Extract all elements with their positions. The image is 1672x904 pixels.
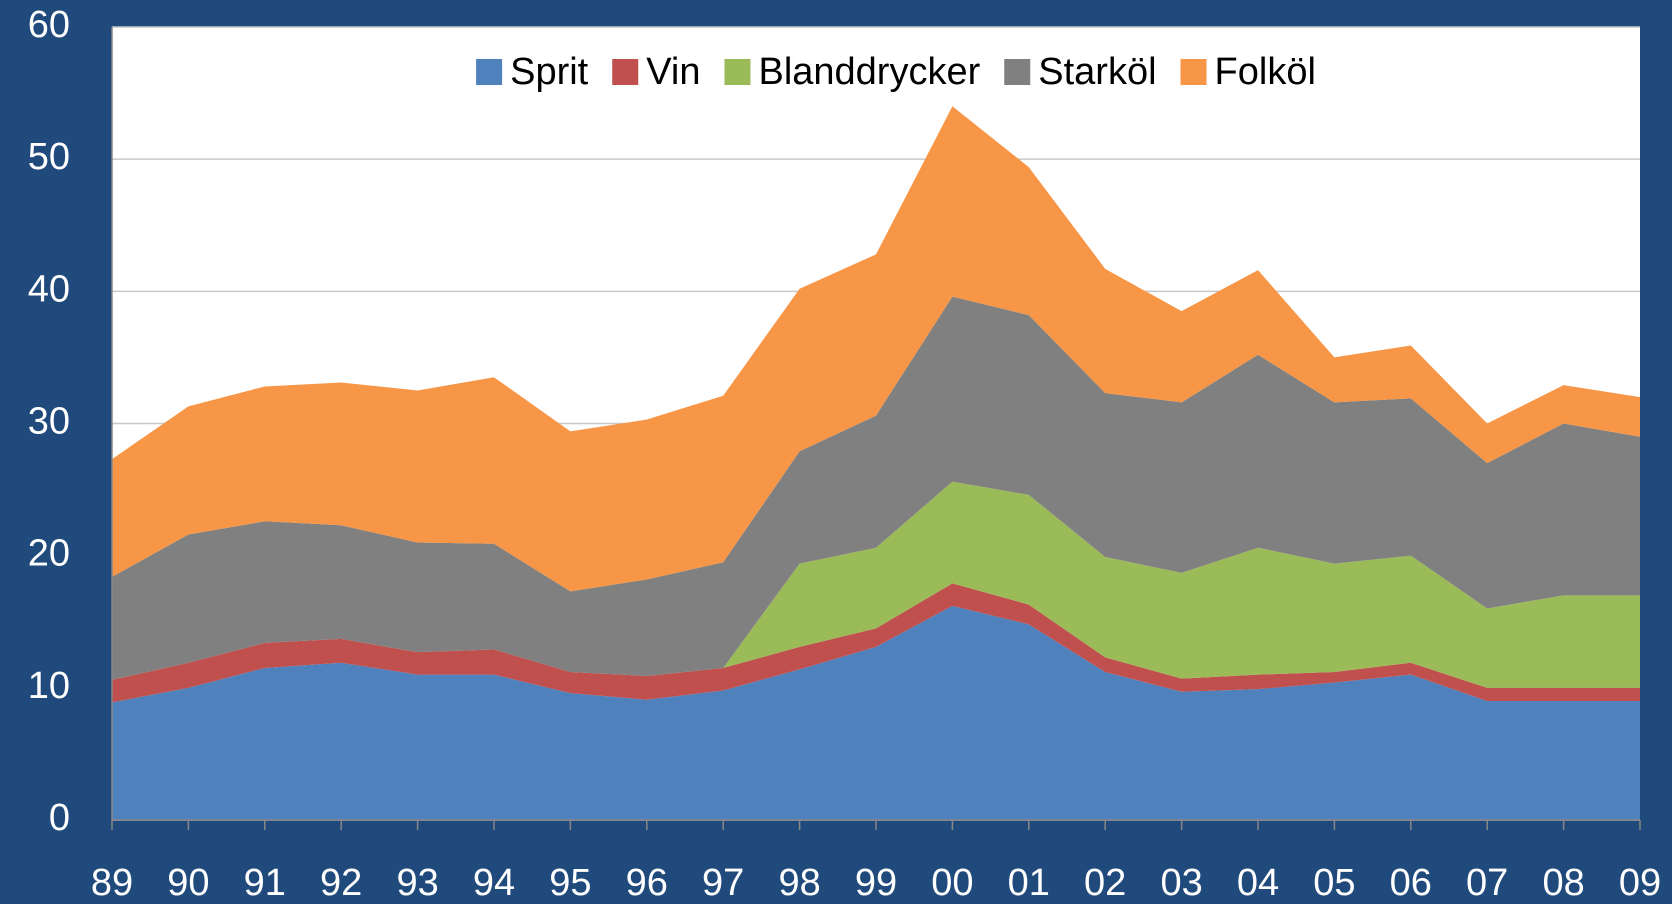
x-tick-label: 98 (778, 862, 820, 904)
x-tick-label: 96 (626, 862, 668, 904)
x-tick-label: 95 (549, 862, 591, 904)
x-tick-label: 89 (91, 862, 133, 904)
area (112, 583, 1640, 703)
legend-swatch (1180, 59, 1207, 85)
y-tick-label: 0 (49, 797, 70, 839)
x-tick-label: 00 (931, 862, 973, 904)
area (112, 106, 1640, 592)
x-tick-label: 99 (855, 862, 897, 904)
legend-text: Starköl (1038, 51, 1156, 93)
legend-swatch (724, 59, 751, 85)
x-tick-label: 91 (244, 862, 286, 904)
legend-text: Vin (646, 51, 700, 93)
x-tick-label: 04 (1237, 862, 1279, 904)
y-tick-label: 50 (28, 136, 70, 178)
y-tick-label: 20 (28, 533, 70, 575)
legend-text: Blanddrycker (758, 51, 980, 93)
legend-text: Sprit (510, 51, 589, 93)
x-tick-label: 05 (1313, 862, 1355, 904)
y-tick-label: 60 (28, 4, 70, 46)
x-tick-label: 90 (167, 862, 209, 904)
x-tick-label: 97 (702, 862, 744, 904)
legend-swatch (612, 59, 639, 85)
legend-swatch (1004, 59, 1031, 85)
x-tick-label: 94 (473, 862, 515, 904)
y-tick-label: 40 (28, 268, 70, 310)
x-tick-label: 02 (1084, 862, 1126, 904)
legend-swatch (476, 59, 503, 85)
area (112, 481, 1640, 688)
x-tick-label: 07 (1466, 862, 1508, 904)
x-tick-label: 09 (1619, 862, 1661, 904)
y-tick-label: 30 (28, 401, 70, 443)
area (112, 605, 1640, 820)
x-tick-label: 08 (1542, 862, 1584, 904)
x-tick-label: 06 (1390, 862, 1432, 904)
x-tick-label: 93 (396, 862, 438, 904)
x-tick-label: 01 (1008, 862, 1050, 904)
area (112, 296, 1640, 680)
x-tick-label: 92 (320, 862, 362, 904)
x-tick-label: 03 (1160, 862, 1202, 904)
y-tick-label: 10 (28, 665, 70, 707)
legend-text: Folköl (1215, 51, 1316, 93)
